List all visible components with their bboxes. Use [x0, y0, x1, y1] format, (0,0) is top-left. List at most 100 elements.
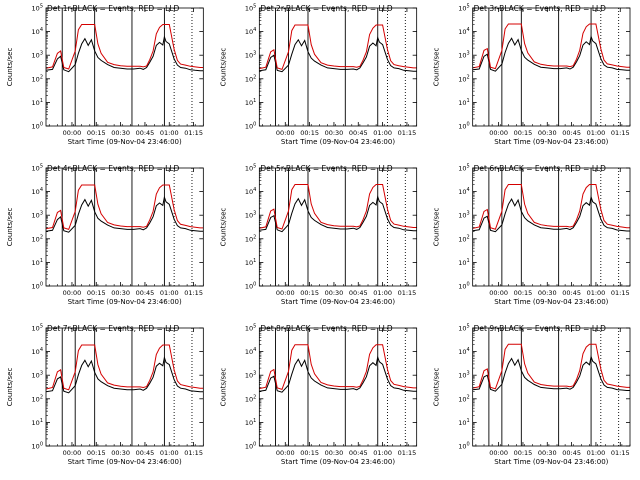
x-tick-label: 00:00: [276, 129, 295, 137]
x-tick-label: 00:30: [111, 129, 130, 137]
x-tick-label: 00:45: [136, 449, 155, 457]
y-tick-label: 104: [245, 187, 256, 196]
y-tick-label: 104: [32, 27, 43, 36]
x-tick-label: 00:45: [562, 449, 581, 457]
series-lld-line: [472, 23, 630, 70]
plot-frame: [258, 327, 418, 447]
chart-panel-4: 100 101 102 103 104 105 00:00 00:15 00:30 00:45 01…: [6, 164, 204, 306]
x-tick-label: 00:45: [349, 289, 368, 297]
x-tick-label: 01:00: [160, 289, 179, 297]
y-tick-label: 104: [458, 27, 469, 36]
plot-frame: [472, 167, 631, 287]
series-events-line: [472, 195, 630, 233]
x-tick-label: 00:30: [538, 129, 557, 137]
y-axis-label: Counts/sec: [433, 208, 441, 247]
y-tick-label: 103: [32, 211, 43, 220]
x-tick-label: 01:00: [373, 129, 392, 137]
x-tick-label: 00:15: [87, 129, 106, 137]
x-tick-label: 00:45: [349, 129, 368, 137]
x-axis-label: Start Time (09-Nov-04 23:46:00): [68, 138, 182, 146]
y-tick-label: 103: [32, 51, 43, 60]
chart-panel-5: 100 101 102 103 104 105 00:00 00:15 00:30 00:45 01…: [219, 164, 418, 306]
y-tick-label: 105: [32, 4, 43, 13]
chart-title: Det 3r-BLACK = Events, RED = LLD: [474, 4, 607, 13]
x-tick-label: 01:15: [184, 449, 203, 457]
y-tick-label: 101: [458, 98, 469, 107]
y-tick-label: 104: [458, 347, 469, 356]
series-events-line: [259, 35, 417, 73]
x-tick-label: 00:45: [562, 129, 581, 137]
series-lld-line: [45, 24, 204, 70]
x-tick-label: 00:45: [349, 449, 368, 457]
plot-frame: [258, 7, 418, 127]
series-events-line: [45, 34, 204, 73]
series-lld-line: [472, 184, 630, 230]
y-tick-label: 101: [32, 418, 43, 427]
x-tick-label: 00:00: [276, 449, 295, 457]
chart-title: Det 9r-BLACK = Events, RED = LLD: [474, 324, 607, 333]
x-tick-label: 01:15: [184, 289, 203, 297]
x-axis-label: Start Time (09-Nov-04 23:46:00): [68, 458, 182, 466]
series-events-line: [45, 195, 204, 233]
series-events-line: [45, 355, 204, 394]
series-lld-line: [45, 184, 204, 231]
y-tick-label: 105: [458, 324, 469, 333]
chart-panel-9: 100 101 102 103 104 105 00:00 00:15 00:30 00:45 01…: [433, 324, 631, 466]
x-tick-label: 01:00: [587, 449, 606, 457]
y-tick-label: 100: [32, 122, 43, 131]
x-tick-label: 00:15: [87, 449, 106, 457]
y-tick-label: 101: [458, 258, 469, 267]
x-tick-label: 00:15: [87, 289, 106, 297]
chart-title: Det 5r-BLACK = Events, RED = LLD: [260, 164, 393, 173]
y-tick-label: 104: [458, 187, 469, 196]
y-tick-label: 105: [245, 164, 256, 173]
plot-frame: [472, 327, 631, 447]
x-tick-label: 01:00: [160, 129, 179, 137]
y-tick-label: 103: [245, 211, 256, 220]
x-tick-label: 01:00: [373, 449, 392, 457]
x-tick-label: 00:00: [276, 289, 295, 297]
x-tick-label: 01:15: [398, 449, 417, 457]
x-tick-label: 00:00: [489, 449, 508, 457]
x-tick-label: 01:15: [398, 289, 417, 297]
y-tick-label: 102: [32, 394, 43, 403]
plot-frame: [45, 7, 204, 127]
x-tick-label: 00:00: [489, 289, 508, 297]
series-events-line: [472, 34, 630, 72]
y-tick-label: 105: [458, 164, 469, 173]
y-tick-label: 102: [32, 74, 43, 83]
series-lld-line: [259, 184, 417, 230]
series-lld-line: [45, 344, 204, 391]
x-tick-label: 01:15: [611, 449, 630, 457]
series-lld-line: [259, 344, 417, 391]
chart-title: Det 7r-BLACK = Events, RED = LLD: [47, 324, 180, 333]
y-tick-label: 103: [458, 211, 469, 220]
y-tick-label: 105: [458, 4, 469, 13]
x-tick-label: 00:45: [136, 129, 155, 137]
y-tick-label: 100: [245, 122, 256, 131]
x-tick-label: 01:00: [587, 129, 606, 137]
y-tick-label: 105: [245, 4, 256, 13]
x-tick-label: 00:00: [63, 449, 82, 457]
series-lld-line: [472, 343, 630, 390]
x-tick-label: 01:00: [587, 289, 606, 297]
chart-panel-6: 100 101 102 103 104 105 00:00 00:15 00:30 00:45 01…: [433, 164, 631, 306]
y-tick-label: 102: [245, 74, 256, 83]
x-axis-label: Start Time (09-Nov-04 23:46:00): [281, 138, 395, 146]
x-tick-label: 00:45: [562, 289, 581, 297]
x-tick-label: 01:15: [184, 129, 203, 137]
y-tick-label: 100: [32, 442, 43, 451]
x-tick-label: 00:30: [325, 289, 344, 297]
y-axis-label: Counts/sec: [219, 368, 227, 407]
x-tick-label: 01:15: [611, 289, 630, 297]
x-tick-label: 01:15: [611, 129, 630, 137]
chart-panel-1: 100 101 102 103 104 105 00:00 00:15 00:30 00:45 01…: [6, 4, 204, 146]
y-tick-label: 101: [32, 258, 43, 267]
x-tick-label: 00:15: [300, 129, 319, 137]
y-tick-label: 100: [458, 442, 469, 451]
y-tick-label: 105: [32, 324, 43, 333]
plot-frame: [45, 167, 204, 287]
chart-panel-8: 100 101 102 103 104 105 00:00 00:15 00:30 00:45 01…: [219, 324, 418, 466]
y-tick-label: 101: [245, 258, 256, 267]
